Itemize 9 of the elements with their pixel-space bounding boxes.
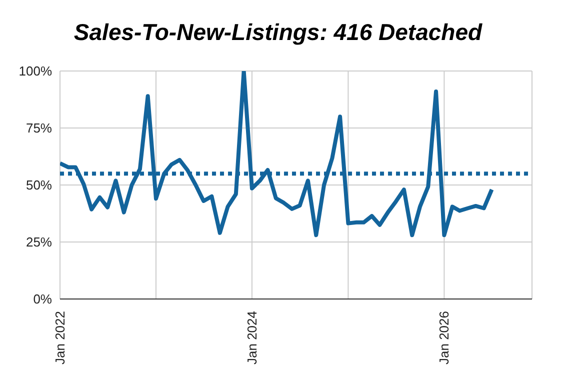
x-tick-label: Jan 2024 — [244, 311, 260, 364]
chart-title: Sales-To-New-Listings: 416 Detached — [74, 19, 482, 46]
x-tick-label: Jan 2026 — [436, 311, 452, 364]
y-tick-label: 0% — [33, 292, 52, 307]
x-tick-label: Jan 2022 — [52, 311, 68, 364]
y-tick-label: 25% — [26, 234, 52, 250]
y-tick-label: 100% — [18, 64, 52, 79]
y-tick-label: 75% — [26, 120, 52, 136]
y-tick-label: 50% — [26, 178, 52, 193]
